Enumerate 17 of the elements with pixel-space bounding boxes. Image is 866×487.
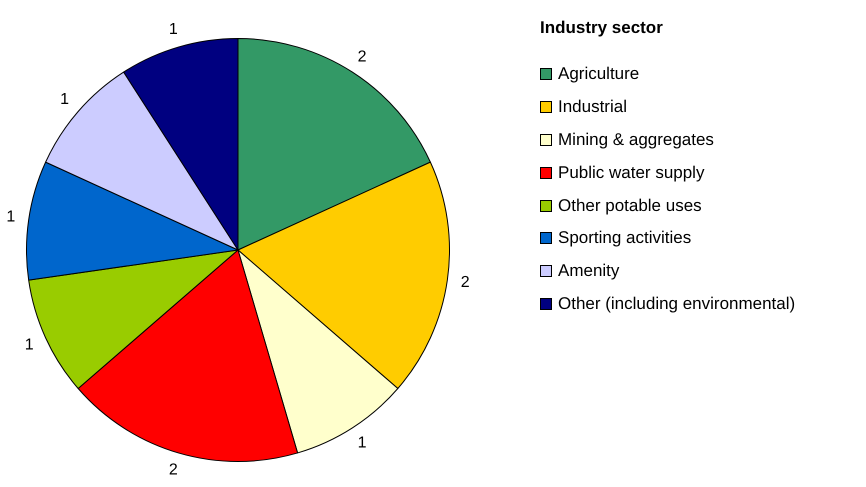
data-label: 1 — [168, 21, 178, 38]
legend-label: Other (including environmental) — [558, 294, 796, 314]
data-label: 2 — [168, 462, 178, 479]
data-label: 2 — [358, 48, 367, 66]
legend-title: Industry sector — [540, 18, 664, 38]
legend-label: Other potable uses — [558, 196, 702, 216]
legend-label: Sporting activities — [558, 228, 692, 248]
data-label: 1 — [358, 434, 367, 452]
data-label: 1 — [24, 336, 34, 354]
legend-label: Agriculture — [558, 64, 640, 84]
data-label: 1 — [60, 91, 70, 108]
legend-label: Mining & aggregates — [558, 130, 714, 150]
legend-label: Public water supply — [558, 162, 704, 183]
data-label: 1 — [6, 208, 16, 226]
legend-label: Amenity — [558, 261, 620, 282]
legend-label: Industrial — [558, 97, 627, 118]
data-label: 2 — [460, 274, 470, 292]
